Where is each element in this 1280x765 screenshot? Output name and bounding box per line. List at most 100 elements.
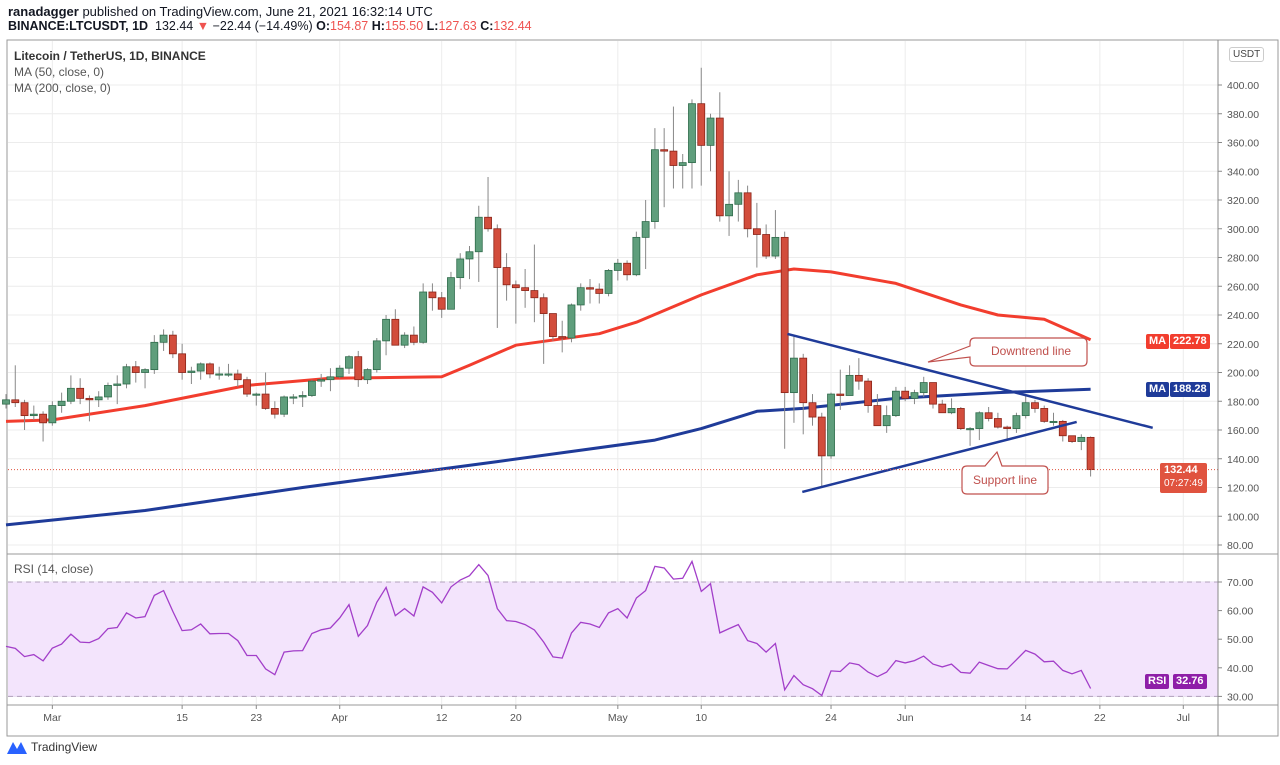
time-tick-label: 10	[695, 712, 707, 724]
candle-body-down	[206, 363, 214, 375]
candle	[178, 343, 187, 380]
candle-body-down	[743, 192, 752, 230]
candle-body-down	[762, 234, 771, 257]
candle-body-up	[725, 203, 733, 217]
candle-body-up	[141, 369, 149, 373]
candle-body-down	[864, 380, 873, 406]
candle-body-down	[261, 393, 270, 409]
candle-body-down	[558, 336, 567, 339]
bar-countdown: 07:27:49	[1164, 478, 1203, 489]
candle	[335, 365, 344, 379]
candle	[150, 335, 159, 374]
rsi-tick-label: 30.00	[1227, 691, 1253, 703]
candle-body-down	[854, 374, 863, 382]
candle-body-up	[113, 383, 122, 386]
candle	[558, 320, 567, 353]
candle-body-up	[57, 400, 66, 406]
support-callout-text[interactable]: Support line	[973, 473, 1038, 487]
low-label: L:	[426, 19, 439, 33]
candle	[243, 376, 251, 397]
candle-body-up	[641, 221, 650, 238]
candle-body-up	[419, 291, 428, 343]
support-callout-box	[961, 450, 1049, 495]
currency-button[interactable]: USDT	[1229, 47, 1265, 62]
candle-body-up	[280, 396, 289, 415]
candle	[938, 399, 947, 414]
time-tick-label: 14	[1020, 712, 1032, 724]
rsi-tick-label: 50.00	[1227, 634, 1253, 646]
price-tick-label: 260.00	[1227, 281, 1259, 293]
price-tick-label: 80.00	[1227, 540, 1253, 552]
candle-body-down	[39, 413, 47, 424]
close-value: 132.44	[493, 19, 532, 33]
candle-body-up	[345, 356, 353, 369]
candle	[465, 246, 474, 280]
candle	[725, 171, 733, 236]
candle	[919, 376, 928, 397]
last-price-tag: 132.44 07:27:49	[1160, 463, 1207, 493]
legend-ma200[interactable]: MA (200, close, 0)	[14, 81, 111, 95]
tradingview-logo[interactable]: TradingView	[6, 739, 97, 755]
candle-body-up	[104, 385, 112, 398]
candle	[743, 185, 752, 238]
candle-body-down	[428, 291, 437, 299]
price-tick-label: 140.00	[1227, 454, 1259, 466]
candle	[474, 205, 483, 282]
candle-body-up	[706, 117, 715, 146]
candle	[929, 382, 937, 409]
price-tick-label: 120.00	[1227, 483, 1259, 495]
high-value: 155.50	[384, 19, 424, 33]
rsi-band-lines	[8, 581, 1218, 697]
downtrend-callout-text[interactable]: Downtrend line	[991, 344, 1072, 358]
candle-body-up	[372, 340, 381, 371]
candle	[873, 394, 882, 427]
candle-body-down	[697, 103, 706, 146]
candle	[697, 67, 706, 186]
candle	[66, 375, 75, 405]
price-tick-label: 300.00	[1227, 224, 1259, 236]
candle-body-up	[882, 415, 891, 427]
candle-body-down	[437, 297, 446, 310]
candle	[326, 368, 335, 392]
candle	[539, 293, 548, 364]
price-tick-label: 380.00	[1227, 109, 1259, 121]
candle	[104, 382, 112, 400]
time-tick-label: 24	[825, 712, 837, 724]
candle-body-down	[391, 318, 400, 346]
candle-body-down	[11, 399, 20, 404]
time-tick-label: 20	[510, 712, 522, 724]
candle-body-down	[836, 393, 845, 396]
author-name[interactable]: ranadagger	[8, 4, 79, 19]
candle	[586, 279, 594, 304]
candle-body-up	[474, 216, 483, 253]
ma50-tag-value: 222.78	[1170, 334, 1210, 349]
candle-body-up	[919, 382, 928, 394]
candle-body-up	[975, 412, 984, 429]
time-tick-label: 15	[176, 712, 188, 724]
candle-body-up	[1077, 436, 1086, 442]
candle-body-up	[966, 428, 974, 431]
candle	[669, 106, 678, 189]
legend-ma50[interactable]: MA (50, close, 0)	[14, 65, 105, 79]
candle	[85, 395, 94, 422]
candle	[799, 353, 808, 435]
candle	[39, 411, 47, 442]
candle-body-down	[243, 379, 251, 395]
candle-body-down	[1068, 435, 1076, 442]
candle	[910, 389, 919, 405]
candle	[280, 395, 289, 418]
candle-body-up	[827, 393, 835, 457]
candle-body-down	[660, 149, 669, 152]
candle	[1021, 395, 1030, 419]
legend-rsi[interactable]: RSI (14, close)	[14, 562, 94, 576]
candle	[567, 303, 576, 343]
candle	[1049, 412, 1058, 426]
candle-body-up	[1021, 402, 1030, 417]
candle	[854, 358, 863, 390]
candle	[141, 368, 149, 389]
candle	[456, 253, 465, 290]
candle-body-down	[623, 262, 631, 276]
price-change: −22.44 (−14.49%)	[212, 19, 313, 33]
candle-body-up	[122, 366, 131, 385]
